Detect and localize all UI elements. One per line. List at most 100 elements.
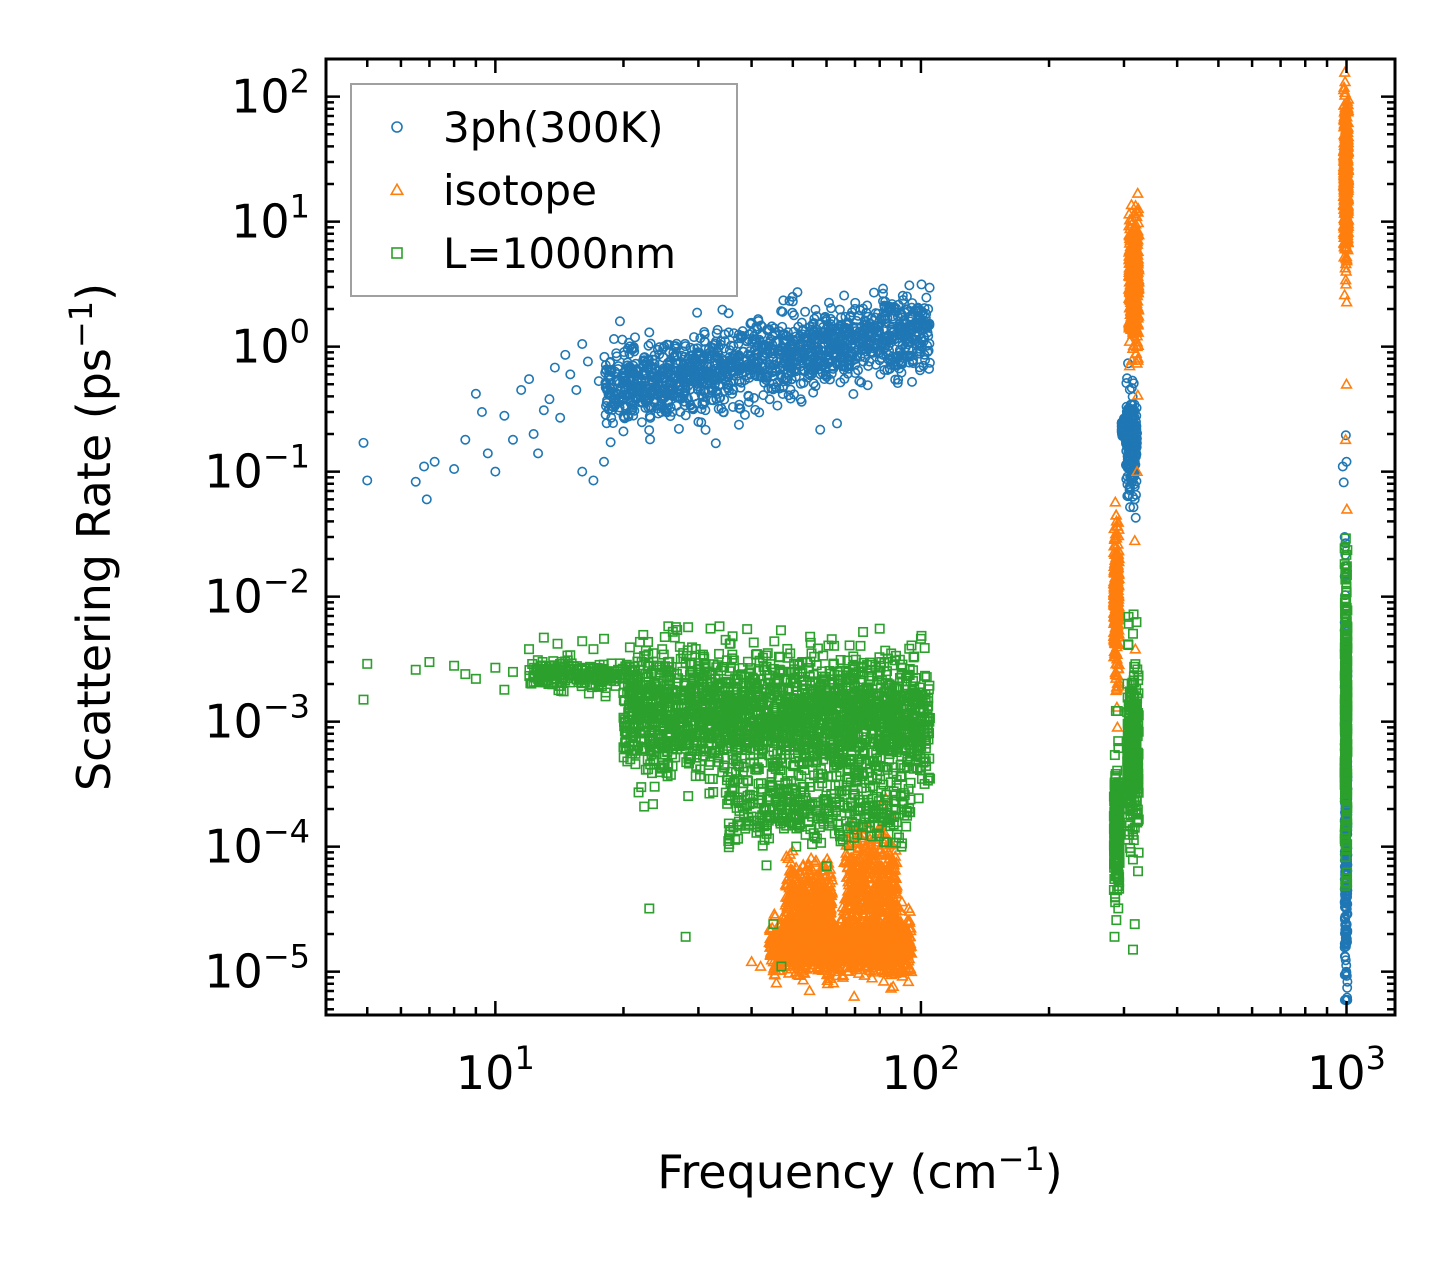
- data-point: [800, 306, 811, 317]
- data-point: [571, 384, 582, 395]
- data-point: [743, 391, 754, 402]
- series-circle: [358, 279, 1353, 1005]
- data-point: [852, 365, 863, 376]
- data-point: [618, 426, 629, 437]
- data-point: [803, 984, 816, 996]
- data-point: [1109, 495, 1122, 507]
- data-point: [628, 410, 639, 421]
- data-point: [358, 437, 369, 448]
- data-point: [613, 361, 624, 372]
- data-point: [470, 388, 481, 399]
- data-point: [645, 338, 656, 349]
- data-point: [622, 343, 633, 354]
- data-point: [1111, 720, 1124, 732]
- data-point: [524, 374, 535, 385]
- data-point: [460, 434, 471, 445]
- data-point: [808, 378, 819, 389]
- data-point: [870, 359, 881, 370]
- data-point: [644, 327, 655, 338]
- data-point: [764, 394, 775, 405]
- data-point: [449, 463, 460, 474]
- data-point: [776, 342, 787, 353]
- data-point: [1131, 186, 1144, 198]
- data-point: [772, 400, 783, 411]
- data-point: [717, 304, 728, 315]
- data-point: [476, 406, 487, 417]
- data-point: [924, 363, 935, 374]
- data-point: [828, 316, 839, 327]
- data-point: [644, 425, 655, 436]
- series-triangle: [745, 66, 1355, 1001]
- data-point: [733, 419, 744, 430]
- data-point: [605, 437, 616, 448]
- data-point: [778, 295, 789, 306]
- data-point: [516, 384, 527, 395]
- data-point: [645, 434, 656, 445]
- data-point: [544, 394, 555, 405]
- data-point: [902, 975, 915, 987]
- data-point: [716, 403, 727, 414]
- data-point: [499, 410, 510, 421]
- data-point: [689, 332, 700, 343]
- data-point: [565, 369, 576, 380]
- data-point: [826, 303, 837, 314]
- data-point: [823, 297, 834, 308]
- data-point: [429, 456, 440, 467]
- data-point: [555, 412, 566, 423]
- data-point: [658, 386, 669, 397]
- data-point: [673, 423, 684, 434]
- data-point: [892, 378, 903, 389]
- data-point: [792, 287, 803, 298]
- data-point: [1338, 477, 1349, 488]
- data-point: [533, 448, 544, 459]
- data-point: [692, 307, 703, 318]
- data-point: [490, 466, 501, 477]
- data-point: [847, 990, 861, 1001]
- data-point: [507, 434, 518, 445]
- data-point: [810, 304, 821, 315]
- data-point: [921, 292, 932, 303]
- data-point: [924, 282, 935, 293]
- data-point: [810, 381, 821, 392]
- data-point: [538, 405, 549, 416]
- data-point: [750, 404, 761, 415]
- data-point: [907, 376, 918, 387]
- data-point: [421, 494, 432, 505]
- data-points: [358, 66, 1355, 1005]
- data-point: [734, 399, 745, 410]
- data-point: [410, 476, 421, 487]
- data-point: [862, 300, 873, 311]
- data-point: [839, 290, 850, 301]
- data-point: [560, 349, 571, 360]
- data-point: [769, 323, 780, 334]
- data-point: [419, 461, 430, 472]
- data-point: [788, 310, 799, 321]
- data-point: [700, 424, 711, 435]
- data-point: [815, 424, 826, 435]
- data-point: [796, 396, 807, 407]
- data-point: [588, 475, 599, 486]
- data-point: [482, 448, 493, 459]
- data-point: [813, 345, 824, 356]
- data-point: [528, 429, 539, 440]
- data-point: [645, 412, 656, 423]
- data-point: [598, 456, 609, 467]
- data-point: [362, 475, 373, 486]
- data-point: [848, 388, 859, 399]
- data-point: [868, 287, 879, 298]
- data-point: [1130, 512, 1141, 523]
- data-point: [549, 362, 560, 373]
- data-point: [643, 340, 654, 351]
- data-point: [832, 418, 843, 429]
- data-point: [840, 311, 851, 322]
- data-point: [582, 356, 593, 367]
- data-point: [879, 364, 890, 375]
- data-point: [636, 417, 647, 428]
- data-point: [920, 354, 931, 365]
- data-point: [854, 376, 865, 387]
- data-point: [739, 409, 750, 420]
- data-point: [710, 438, 721, 449]
- data-point: [904, 280, 915, 291]
- data-point: [916, 279, 927, 290]
